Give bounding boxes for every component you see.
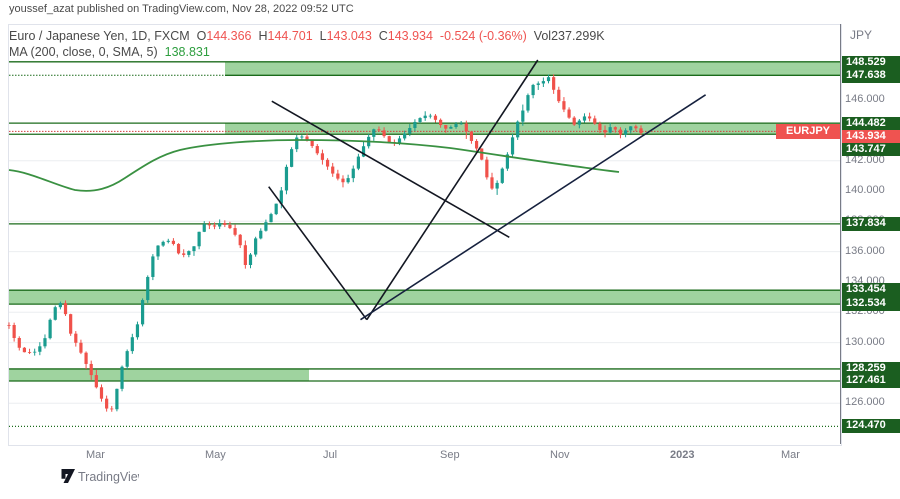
svg-text:TradingView: TradingView — [78, 470, 139, 484]
